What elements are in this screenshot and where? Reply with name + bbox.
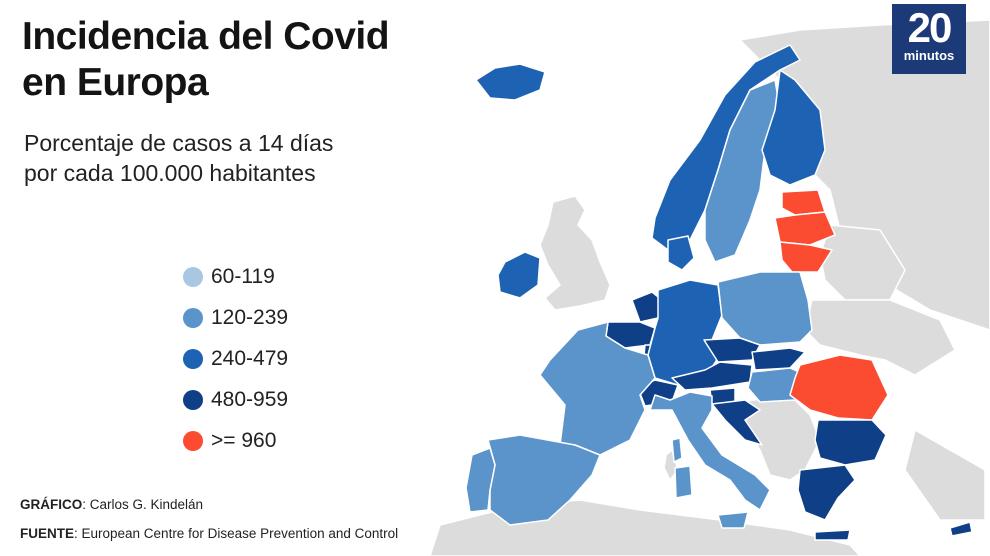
title-line-1: Incidencia del Covid bbox=[22, 15, 390, 58]
region-poland bbox=[717, 271, 813, 346]
legend: 60-119 120-239 240-479 480-959 >= 960 bbox=[183, 256, 288, 461]
page-title: Incidencia del Covid en Europa bbox=[22, 14, 390, 106]
credit-grafico-label: GRÁFICO bbox=[20, 497, 83, 512]
logo-number: 20 bbox=[907, 4, 953, 51]
region-portugal bbox=[465, 447, 496, 513]
legend-item-240-479: 240-479 bbox=[183, 338, 288, 379]
region-uk bbox=[539, 195, 611, 311]
legend-item-960-plus: >= 960 bbox=[183, 420, 288, 461]
legend-label: 240-479 bbox=[211, 346, 289, 370]
legend-label: 120-239 bbox=[211, 305, 289, 329]
region-slovakia bbox=[751, 347, 806, 371]
legend-dot-icon bbox=[183, 430, 203, 451]
region-finland bbox=[761, 69, 826, 186]
region-lithuania bbox=[779, 241, 833, 273]
legend-item-60-119: 60-119 bbox=[183, 256, 288, 297]
region-iceland bbox=[475, 63, 546, 101]
subtitle: Porcentaje de casos a 14 días por cada 1… bbox=[24, 128, 333, 188]
legend-item-120-239: 120-239 bbox=[183, 297, 288, 338]
region-corsica bbox=[671, 437, 683, 463]
region-crete bbox=[814, 529, 851, 541]
region-cyprus bbox=[949, 521, 973, 537]
credit-fuente-label: FUENTE bbox=[20, 526, 74, 541]
region-sicily bbox=[717, 511, 749, 529]
subtitle-line-2: por cada 100.000 habitantes bbox=[24, 160, 316, 186]
title-line-2: en Europa bbox=[22, 61, 209, 104]
region-greenland-edge bbox=[904, 429, 986, 521]
region-denmark bbox=[667, 235, 695, 271]
credit-fuente: FUENTE: European Centre for Disease Prev… bbox=[20, 526, 398, 541]
region-italy bbox=[649, 391, 771, 511]
region-ireland bbox=[497, 251, 541, 299]
legend-dot-icon bbox=[183, 307, 203, 328]
credit-grafico: GRÁFICO: Carlos G. Kindelán bbox=[20, 497, 203, 512]
brand-logo: 20 minutos bbox=[892, 4, 966, 74]
logo-word: minutos bbox=[903, 48, 955, 63]
region-france bbox=[539, 321, 656, 456]
legend-label: >= 960 bbox=[211, 428, 277, 452]
region-ukraine bbox=[804, 299, 956, 376]
credit-fuente-value: : European Centre for Disease Prevention… bbox=[74, 526, 399, 541]
region-sardinia bbox=[674, 465, 693, 499]
legend-label: 60-119 bbox=[211, 264, 275, 288]
legend-dot-icon bbox=[183, 266, 203, 287]
credit-grafico-value: : Carlos G. Kindelán bbox=[82, 497, 204, 512]
region-bulgaria bbox=[814, 419, 887, 466]
subtitle-line-1: Porcentaje de casos a 14 días bbox=[24, 130, 334, 156]
legend-item-480-959: 480-959 bbox=[183, 379, 288, 420]
legend-dot-icon bbox=[183, 348, 203, 369]
region-greece bbox=[797, 464, 856, 521]
legend-dot-icon bbox=[183, 389, 203, 410]
legend-label: 480-959 bbox=[211, 387, 289, 411]
region-croatia bbox=[711, 399, 763, 446]
region-romania bbox=[789, 354, 889, 421]
region-estonia bbox=[781, 189, 826, 216]
